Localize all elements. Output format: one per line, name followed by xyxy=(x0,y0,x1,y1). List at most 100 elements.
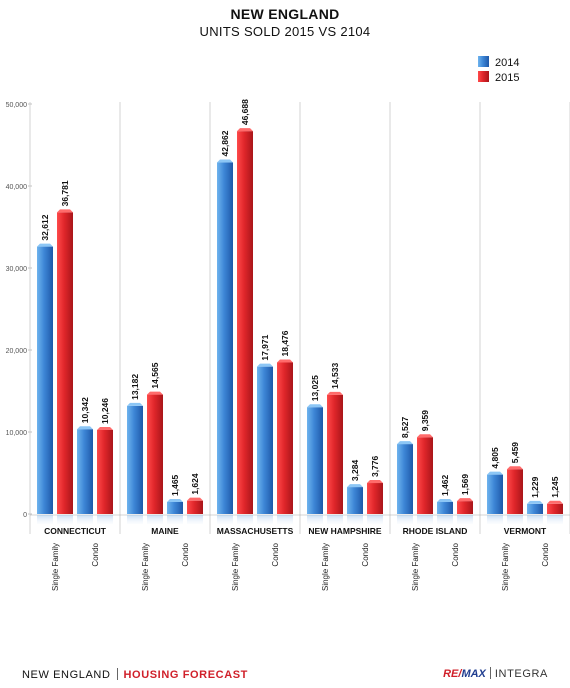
bar-2015-massachusetts-single-family xyxy=(237,131,253,515)
y-tick-label: 0 xyxy=(23,512,27,519)
data-label: 3,284 xyxy=(350,460,360,482)
bar-2014-rhode-island-single-family xyxy=(397,444,413,514)
bar-2014-new-hampshire-single-family xyxy=(307,407,323,514)
remax-logo: RE/MAX INTEGRA xyxy=(443,667,548,680)
bar-top-cap xyxy=(127,402,143,406)
category-label: Condo xyxy=(181,542,190,566)
category-label: Condo xyxy=(451,542,460,566)
data-label: 1,245 xyxy=(550,476,560,498)
bar-2015-vermont-single-family xyxy=(507,469,523,514)
legend-swatch-2014 xyxy=(478,56,489,67)
data-label: 1,462 xyxy=(440,474,450,496)
group-label: MASSACHUSETTS xyxy=(217,526,294,536)
bar-top-cap xyxy=(437,499,453,503)
bar-top-cap xyxy=(487,471,503,475)
data-label: 8,527 xyxy=(400,417,410,439)
y-tick-label: 50,000 xyxy=(6,102,28,109)
group-label-bg xyxy=(391,524,479,536)
bar-top-cap xyxy=(237,128,253,132)
group-label-bg xyxy=(31,524,119,536)
y-tick-label: 30,000 xyxy=(6,266,28,273)
bar-2014-maine-condo xyxy=(167,501,183,514)
bar-2014-vermont-single-family xyxy=(487,474,503,514)
bar-top-cap xyxy=(57,209,73,213)
logo-divider xyxy=(489,667,491,679)
bar-top-cap xyxy=(457,498,473,502)
group-label: RHODE ISLAND xyxy=(403,526,468,536)
data-label: 14,533 xyxy=(330,363,340,389)
group-label-bg xyxy=(211,524,299,536)
data-label: 42,862 xyxy=(220,130,230,156)
bar-top-cap xyxy=(277,359,293,363)
legend-label-2015: 2015 xyxy=(495,72,519,84)
bar-2015-maine-single-family xyxy=(147,394,163,514)
bar-top-cap xyxy=(527,500,543,504)
group-label-bg xyxy=(481,524,569,536)
group-label-bg xyxy=(121,524,209,536)
bar-2014-maine-single-family xyxy=(127,405,143,514)
y-tick-label: 40,000 xyxy=(6,184,28,191)
footer-divider xyxy=(116,668,118,680)
y-tick-label: 10,000 xyxy=(6,430,28,437)
legend-swatch-2015 xyxy=(478,71,489,82)
bar-2014-new-hampshire-condo xyxy=(347,487,363,514)
group-label: VERMONT xyxy=(504,526,547,536)
data-label: 13,182 xyxy=(130,374,140,400)
bar-2015-new-hampshire-single-family xyxy=(327,394,343,514)
footer-product-text: HOUSING FORECAST xyxy=(123,669,248,681)
chart-subtitle: UNITS SOLD 2015 VS 2104 xyxy=(199,24,371,39)
bar-top-cap xyxy=(327,391,343,395)
bar-2015-massachusetts-condo xyxy=(277,362,293,514)
category-label: Condo xyxy=(271,542,280,566)
category-label: Single Family xyxy=(321,543,330,591)
group-label: CONNECTICUT xyxy=(44,526,107,536)
category-label: Condo xyxy=(361,542,370,566)
data-label: 1,569 xyxy=(460,474,470,496)
bar-2014-rhode-island-condo xyxy=(437,502,453,514)
group-label: MAINE xyxy=(151,526,179,536)
category-label: Single Family xyxy=(231,543,240,591)
category-label: Condo xyxy=(541,542,550,566)
bar-top-cap xyxy=(147,391,163,395)
bar-2014-vermont-condo xyxy=(527,503,543,514)
data-label: 17,971 xyxy=(260,334,270,360)
bar-2014-massachusetts-single-family xyxy=(217,162,233,514)
bar-top-cap xyxy=(417,434,433,438)
bar-top-cap xyxy=(187,497,203,501)
data-label: 14,565 xyxy=(150,362,160,388)
bar-2014-massachusetts-condo xyxy=(257,366,273,514)
bar-2014-connecticut-single-family xyxy=(37,246,53,514)
group-label-bg xyxy=(301,524,389,536)
data-label: 3,776 xyxy=(370,455,380,477)
bar-top-cap xyxy=(97,426,113,430)
data-label: 32,612 xyxy=(40,214,50,240)
bar-top-cap xyxy=(397,441,413,445)
bar-top-cap xyxy=(37,243,53,247)
data-label: 36,781 xyxy=(60,180,70,206)
data-label: 9,359 xyxy=(420,410,430,432)
bar-top-cap xyxy=(547,500,563,504)
group-label: NEW HAMPSHIRE xyxy=(308,526,382,536)
data-label: 46,688 xyxy=(240,99,250,125)
legend-label-2014: 2014 xyxy=(495,57,519,69)
footer-brand: NEW ENGLAND HOUSING FORECAST xyxy=(22,668,248,681)
chart-title: NEW ENGLAND xyxy=(230,6,340,22)
data-label: 1,465 xyxy=(170,474,180,496)
bar-top-cap xyxy=(77,426,93,430)
bar-2015-vermont-condo xyxy=(547,503,563,514)
data-label: 5,459 xyxy=(510,442,520,464)
bar-top-cap xyxy=(217,159,233,163)
category-label: Condo xyxy=(91,542,100,566)
category-label: Single Family xyxy=(411,543,420,591)
bar-top-cap xyxy=(347,484,363,488)
bar-top-cap xyxy=(167,498,183,502)
y-tick-label: 20,000 xyxy=(6,348,28,355)
remax-logo-max: MAX xyxy=(461,668,486,680)
bar-top-cap xyxy=(507,466,523,470)
remax-logo-integra: INTEGRA xyxy=(494,668,548,680)
data-label: 18,476 xyxy=(280,330,290,356)
bar-2015-rhode-island-condo xyxy=(457,501,473,514)
data-label: 10,246 xyxy=(100,398,110,424)
category-label: Single Family xyxy=(501,543,510,591)
